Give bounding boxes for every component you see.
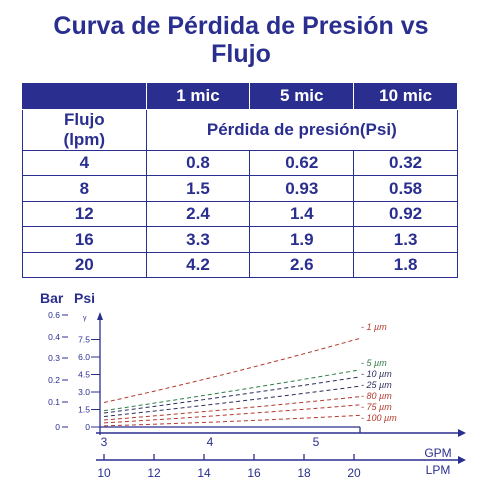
psi-tick-label: 7.5 xyxy=(78,335,90,345)
lpm-axis-label: LPM xyxy=(426,463,451,477)
gpm-axis-label: GPM xyxy=(424,446,451,460)
header-10-mic: 10 mic xyxy=(353,82,458,110)
table-header-row: 1 mic 5 mic 10 mic xyxy=(22,82,458,110)
psi-tick-label: 6.0 xyxy=(78,352,90,362)
series-label: - 1 µm xyxy=(361,322,387,332)
lpm-tick-label: 16 xyxy=(247,466,261,480)
title-line-1: Curva de Pérdida de Presión vs xyxy=(53,12,429,40)
y-axis-label-bar: Bar xyxy=(40,290,64,306)
gpm-tick-label: 3 xyxy=(101,435,108,449)
pressure-loss-table: 1 mic 5 mic 10 mic Flujo (lpm) Pérdida d… xyxy=(22,82,459,278)
series-line xyxy=(103,337,361,403)
series-label: - 10 µm xyxy=(361,369,392,379)
cell-flow: 4 xyxy=(22,150,147,176)
bar-tick-label: 0 xyxy=(55,422,60,432)
title-line-2: Flujo xyxy=(211,40,271,68)
table-subheader-row: Flujo (lpm) Pérdida de presión(Psi) xyxy=(22,109,459,151)
series-line xyxy=(103,385,361,417)
psi-tick-label: 3.0 xyxy=(78,387,90,397)
header-1-mic: 1 mic xyxy=(145,82,251,110)
cell-10-mic: 1.8 xyxy=(353,252,458,278)
cell-5-mic: 2.6 xyxy=(249,252,355,278)
cell-1-mic: 3.3 xyxy=(145,226,251,253)
flow-header: Flujo (lpm) xyxy=(22,109,147,151)
gpm-tick-label: 5 xyxy=(313,435,320,449)
psi-tick-label: 4.5 xyxy=(78,370,90,380)
bar-tick-label: 0.6 xyxy=(48,310,60,320)
series-label: - 25 µm xyxy=(361,380,392,390)
table-row: 8 1.5 0.93 0.58 xyxy=(22,175,458,202)
bar-tick-label: 0.1 xyxy=(48,397,60,407)
flow-header-line-1: Flujo xyxy=(64,110,105,129)
cell-1-mic: 4.2 xyxy=(145,252,251,278)
cell-flow: 8 xyxy=(22,175,147,202)
cell-10-mic: 0.92 xyxy=(353,201,458,227)
bar-tick-label: 0.2 xyxy=(48,375,60,385)
bar-tick-label: 0.3 xyxy=(48,353,60,363)
table-row: 4 0.8 0.62 0.32 xyxy=(22,150,458,176)
pressure-loss-header: Pérdida de presión(Psi) xyxy=(145,109,459,151)
flow-header-line-2: (lpm) xyxy=(63,130,106,149)
series-line xyxy=(103,369,361,412)
y-axis-label-psi: Psi xyxy=(74,290,95,306)
psi-tick-label: 0 xyxy=(85,422,90,432)
bar-tick-label: 0.4 xyxy=(48,332,60,342)
lpm-tick-label: 10 xyxy=(97,466,111,480)
cell-10-mic: 0.32 xyxy=(353,150,458,176)
lpm-tick-label: 18 xyxy=(297,466,311,480)
cell-10-mic: 0.58 xyxy=(353,175,458,202)
lpm-tick-label: 14 xyxy=(197,466,211,480)
series-line xyxy=(103,414,361,427)
cell-5-mic: 1.9 xyxy=(249,226,355,253)
gpm-axis-arrow xyxy=(458,429,466,437)
header-blank xyxy=(22,82,147,110)
table-row: 20 4.2 2.6 1.8 xyxy=(22,252,458,278)
series-line xyxy=(103,404,361,424)
y-axis-arrow xyxy=(97,312,103,320)
y-axis-unit-mark: γ xyxy=(83,315,87,322)
lpm-tick-label: 20 xyxy=(347,466,361,480)
series-label: - 5 µm xyxy=(361,358,387,368)
psi-tick-label: 1.5 xyxy=(78,405,90,415)
series-line xyxy=(103,376,361,414)
series-label: - 80 µm xyxy=(361,391,392,401)
chart-title: Curva de Pérdida de Presión vs Flujo xyxy=(0,12,482,68)
series-label: - 100 µm xyxy=(361,413,397,423)
lpm-axis-arrow xyxy=(458,456,466,464)
table-row: 12 2.4 1.4 0.92 xyxy=(22,201,458,227)
lpm-tick-label: 12 xyxy=(147,466,161,480)
cell-flow: 16 xyxy=(22,226,147,253)
gpm-tick-label: 4 xyxy=(207,435,214,449)
series-label: - 75 µm xyxy=(361,402,392,412)
series-line xyxy=(103,396,361,421)
